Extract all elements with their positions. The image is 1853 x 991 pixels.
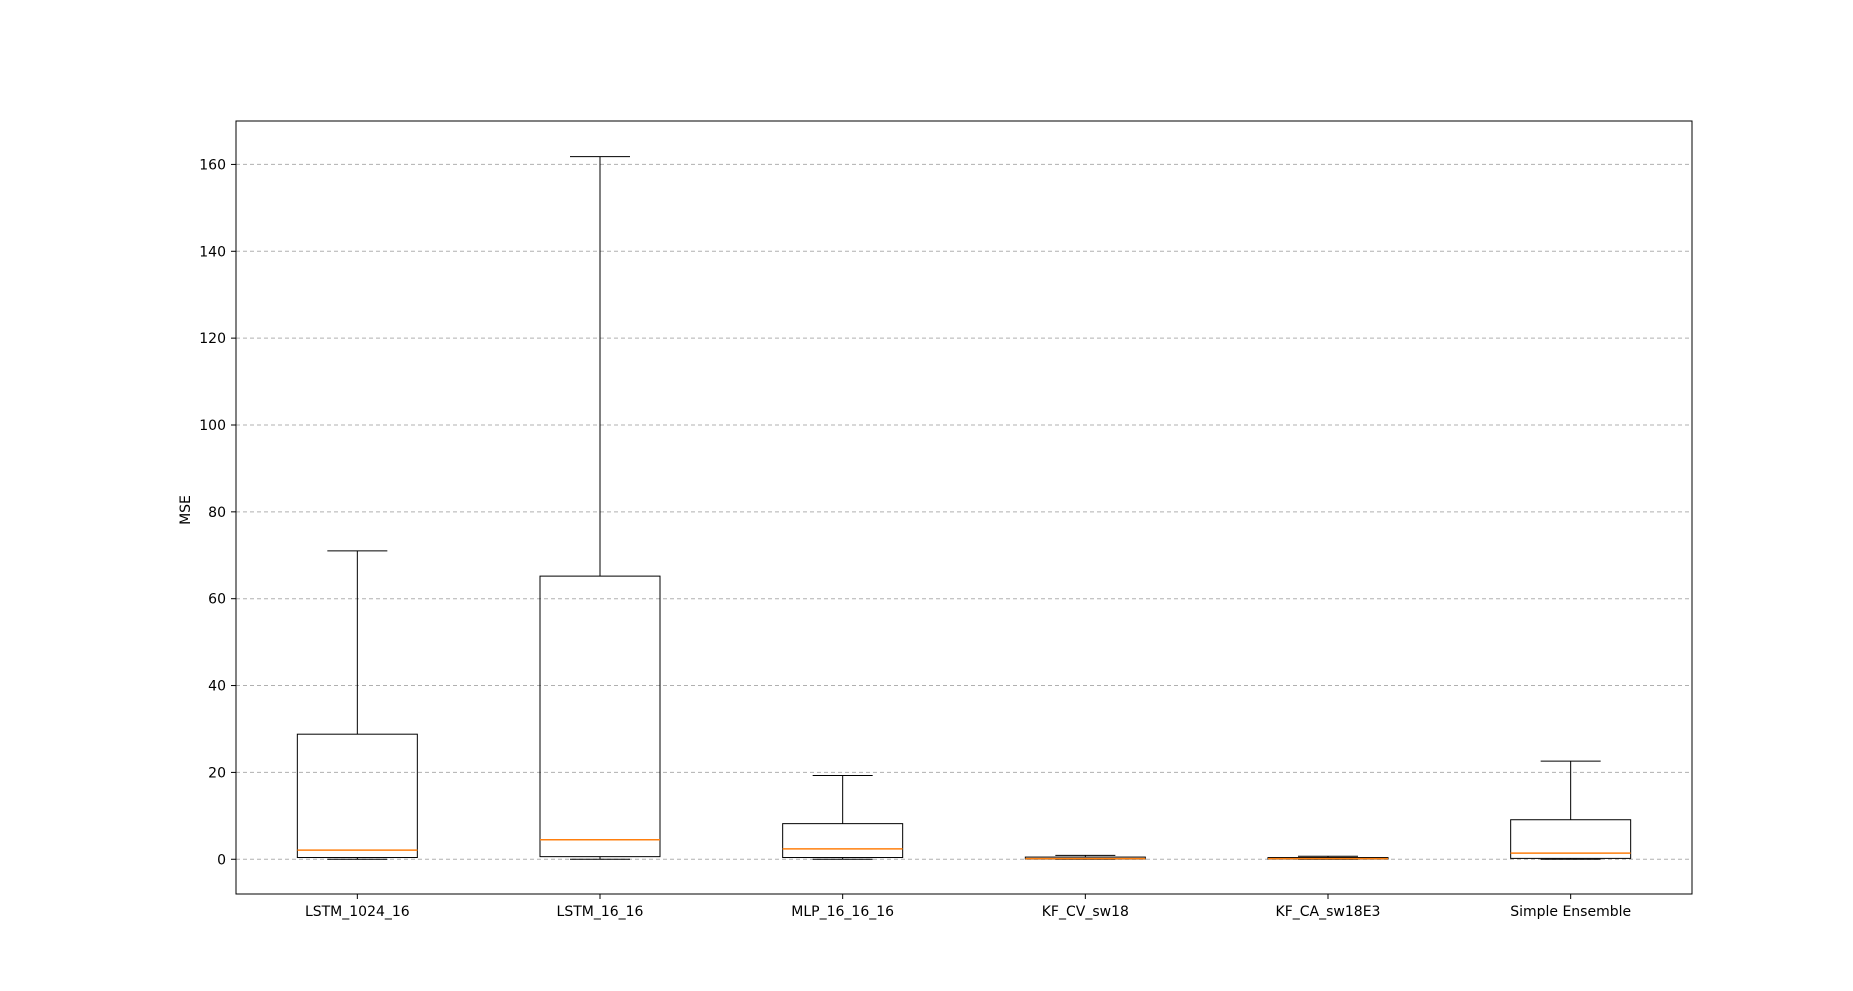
iqr-box <box>539 575 661 858</box>
box-series <box>296 156 1632 860</box>
x-axis-ticks: LSTM_1024_16 LSTM_16_16 MLP_16_16_16 KF_CV_… <box>305 894 1631 920</box>
iqr-box <box>1510 819 1632 859</box>
x-tick-label: KF_CA_sw18E3 <box>1276 904 1381 920</box>
x-tick-label: KF_CV_sw18 <box>1042 904 1129 920</box>
y-tick-label: 160 <box>199 157 226 173</box>
y-tick-label: 40 <box>208 679 226 695</box>
grid-lines <box>236 163 1692 860</box>
x-tick-label: Simple Ensemble <box>1510 904 1631 920</box>
y-tick-label: 120 <box>199 331 226 347</box>
y-axis-ticks: 0 20 40 60 80 100 120 140 160 <box>199 157 236 868</box>
x-tick-label: LSTM_16_16 <box>557 904 644 920</box>
x-tick-label: MLP_16_16_16 <box>791 904 894 920</box>
y-tick-label: 0 <box>217 852 226 868</box>
y-axis-label: MSE <box>178 495 194 525</box>
x-tick-label: LSTM_1024_16 <box>305 904 410 920</box>
box-2 <box>782 774 904 860</box>
box-0 <box>296 550 418 860</box>
iqr-box <box>782 823 904 859</box>
iqr-box <box>296 733 418 859</box>
box-1 <box>539 156 661 860</box>
box-4 <box>1267 855 1389 860</box>
y-tick-label: 20 <box>208 765 226 781</box>
y-tick-label: 80 <box>208 505 226 521</box>
y-tick-label: 60 <box>208 592 226 608</box>
y-tick-label: 100 <box>199 418 226 434</box>
box-3 <box>1024 854 1146 860</box>
y-tick-label: 140 <box>199 244 226 260</box>
plot-area-frame <box>235 120 1693 895</box>
box-5 <box>1510 760 1632 860</box>
